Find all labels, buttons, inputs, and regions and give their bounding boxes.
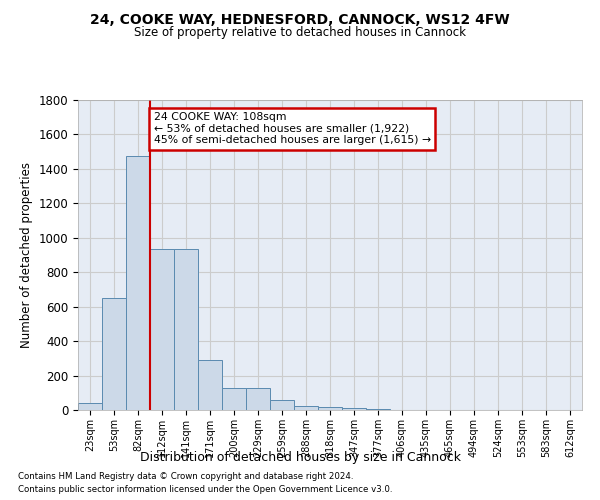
Bar [366,408,390,410]
Bar [198,360,222,410]
Bar [294,406,318,410]
Bar [78,403,102,410]
Bar [102,298,126,410]
Y-axis label: Number of detached properties: Number of detached properties [20,162,33,348]
Bar [342,408,366,410]
Bar [270,400,294,410]
Bar [126,156,150,410]
Text: 24 COOKE WAY: 108sqm
← 53% of detached houses are smaller (1,922)
45% of semi-de: 24 COOKE WAY: 108sqm ← 53% of detached h… [154,112,431,146]
Bar [318,408,342,410]
Text: Size of property relative to detached houses in Cannock: Size of property relative to detached ho… [134,26,466,39]
Text: Contains HM Land Registry data © Crown copyright and database right 2024.: Contains HM Land Registry data © Crown c… [18,472,353,481]
Bar [222,388,246,410]
Bar [174,249,198,410]
Text: 24, COOKE WAY, HEDNESFORD, CANNOCK, WS12 4FW: 24, COOKE WAY, HEDNESFORD, CANNOCK, WS12… [90,12,510,26]
Text: Contains public sector information licensed under the Open Government Licence v3: Contains public sector information licen… [18,485,392,494]
Text: Distribution of detached houses by size in Cannock: Distribution of detached houses by size … [139,451,461,464]
Bar [150,249,174,410]
Bar [246,388,270,410]
